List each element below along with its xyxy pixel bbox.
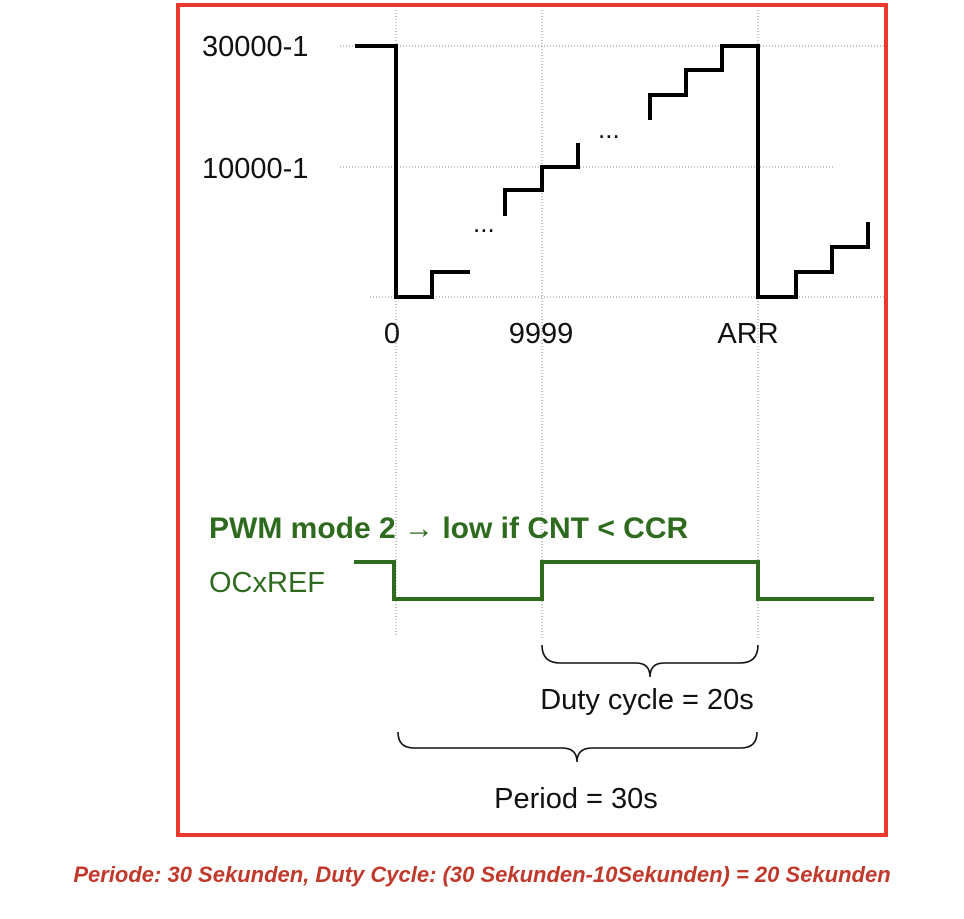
ellipsis-upper: ... <box>598 114 620 144</box>
period-label: Period = 30s <box>494 783 658 815</box>
x-label-ccr: 9999 <box>509 318 574 350</box>
counter-segment-start <box>355 44 470 299</box>
ocxref-label: OCxREF <box>209 567 325 599</box>
duty-cycle-brace <box>541 644 759 678</box>
ocxref-waveform <box>354 560 874 601</box>
x-label-arr: ARR <box>717 318 778 350</box>
period-brace <box>397 731 758 763</box>
pwm-mode-title: PWM mode 2 → low if CNT < CCR <box>209 512 689 545</box>
duty-cycle-label: Duty cycle = 20s <box>540 684 754 716</box>
x-label-zero: 0 <box>384 318 400 350</box>
counter-segment-middle <box>503 143 580 216</box>
caption: Periode: 30 Sekunden, Duty Cycle: (30 Se… <box>73 862 891 887</box>
y-label-top: 30000-1 <box>202 31 308 63</box>
ellipsis-lower: ... <box>473 208 495 238</box>
y-label-mid: 10000-1 <box>202 153 308 185</box>
counter-segment-upper <box>648 44 870 299</box>
diagram-frame <box>176 3 888 837</box>
